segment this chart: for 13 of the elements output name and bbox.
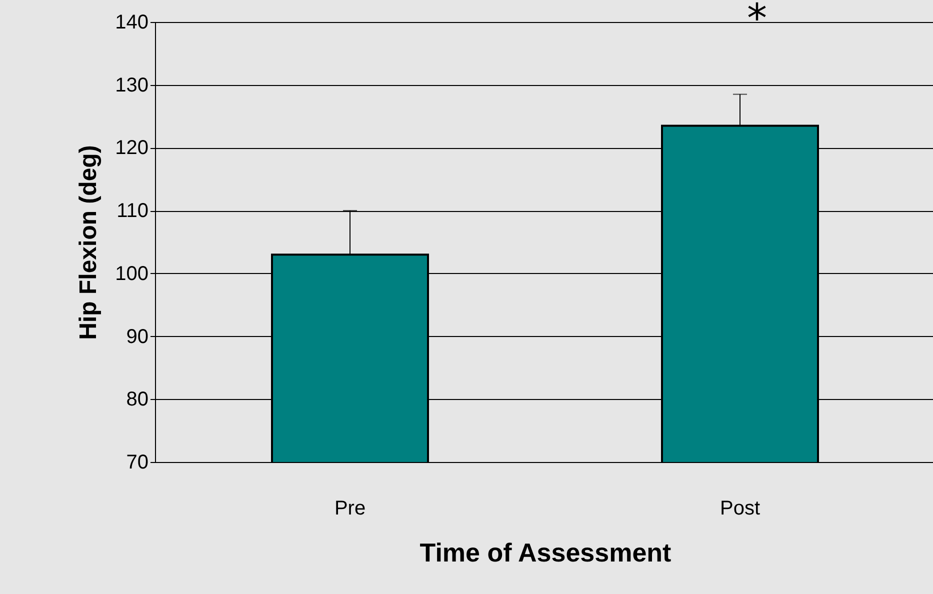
annotation: * <box>747 0 767 42</box>
y-tick-label: 110 <box>116 200 148 222</box>
y-tick-label: 120 <box>115 137 148 160</box>
y-axis-title: Hip Flexion (deg) <box>75 145 102 340</box>
y-tick-label: 70 <box>126 452 148 474</box>
y-tick-label: 90 <box>126 326 148 348</box>
x-tick-label: Post <box>720 498 760 520</box>
y-tick-label: 130 <box>115 74 148 96</box>
x-axis-title: Time of Assessment <box>420 538 672 568</box>
y-tick-label: 140 <box>115 12 148 34</box>
y-tick-label: 100 <box>115 262 148 285</box>
x-tick-label: Pre <box>334 498 366 520</box>
y-tick-label: 80 <box>126 388 148 411</box>
